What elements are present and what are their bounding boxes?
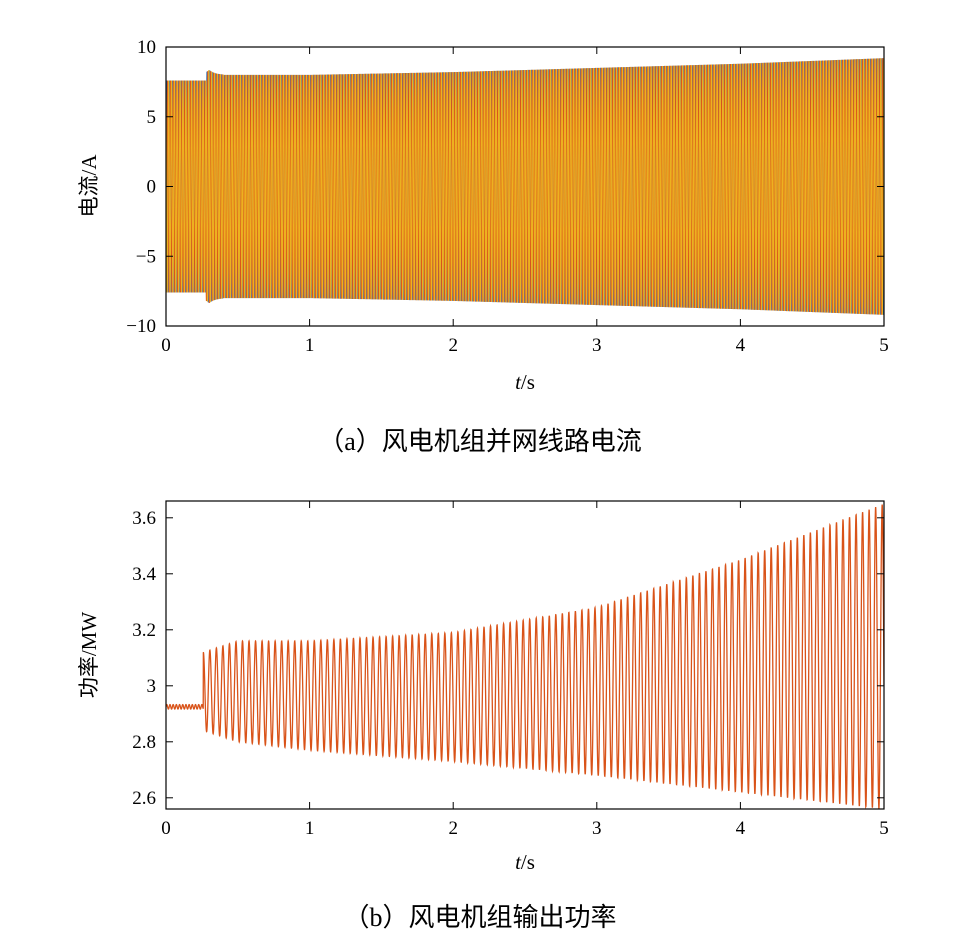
chart-b-ytick-label: 2.8 <box>132 732 156 753</box>
chart-a-xtick-label: 0 <box>161 335 171 356</box>
chart-b-series-line <box>166 504 884 809</box>
chart-a: 0 1 2 3 4 5 10 5 0 −5 −10 电流/A t/s （a）风电机组并网线路电流 <box>77 37 889 456</box>
chart-a-ytick-label: 10 <box>137 37 156 58</box>
chart-b-ytick-label: 3 <box>147 676 157 697</box>
chart-a-caption: （a）风电机组并网线路电流 <box>318 427 642 456</box>
chart-a-xtick-label: 2 <box>448 335 458 356</box>
chart-b-ticks: 0 1 2 3 4 5 3.6 3.4 3.2 3 2.8 2.6 <box>132 501 889 839</box>
chart-a-xtick-label: 1 <box>305 335 315 356</box>
chart-b-ytick-label: 3.6 <box>132 508 156 529</box>
chart-b-xtick-label: 0 <box>161 818 171 839</box>
chart-a-plot-area <box>166 58 884 315</box>
chart-b-ytick-label: 3.2 <box>132 620 156 641</box>
chart-b-xlabel-var: t <box>515 850 522 874</box>
chart-a-xtick-label: 4 <box>736 335 746 356</box>
chart-b-xtick-label: 3 <box>592 818 602 839</box>
chart-b-xtick-label: 1 <box>305 818 315 839</box>
chart-b-xlabel: t/s <box>515 850 535 874</box>
chart-b-ytick-label: 2.6 <box>132 788 156 809</box>
chart-a-ytick-label: 5 <box>147 107 157 128</box>
chart-b-xtick-label: 4 <box>736 818 746 839</box>
chart-a-ytick-label: −5 <box>136 246 156 267</box>
chart-a-xlabel-var: t <box>515 370 522 394</box>
chart-a-xtick-label: 3 <box>592 335 602 356</box>
chart-a-ytick-label: −10 <box>126 316 156 337</box>
chart-b-xtick-label: 2 <box>448 818 458 839</box>
chart-a-ticks: 0 1 2 3 4 5 10 5 0 −5 −10 <box>126 37 888 356</box>
chart-a-xlabel: t/s <box>515 370 535 394</box>
chart-b-axes-box <box>165 500 885 810</box>
chart-b-plot-area <box>166 504 884 809</box>
chart-a-xlabel-unit: /s <box>521 370 535 394</box>
chart-a-xtick-label: 5 <box>879 335 889 356</box>
chart-b-ytick-label: 3.4 <box>132 564 156 585</box>
chart-b-xtick-label: 5 <box>879 818 889 839</box>
chart-b-caption: （b）风电机组输出功率 <box>343 903 616 932</box>
chart-b-ylabel: 功率/MW <box>77 612 101 699</box>
chart-b-xlabel-unit: /s <box>521 850 535 874</box>
chart-a-ylabel: 电流/A <box>77 154 101 218</box>
chart-a-ytick-label: 0 <box>147 177 157 198</box>
chart-b: 0 1 2 3 4 5 3.6 3.4 3.2 3 2.8 2.6 功率/MW t/s （b）风电机组… <box>77 500 889 932</box>
chart-a-series-line-3 <box>166 58 884 315</box>
